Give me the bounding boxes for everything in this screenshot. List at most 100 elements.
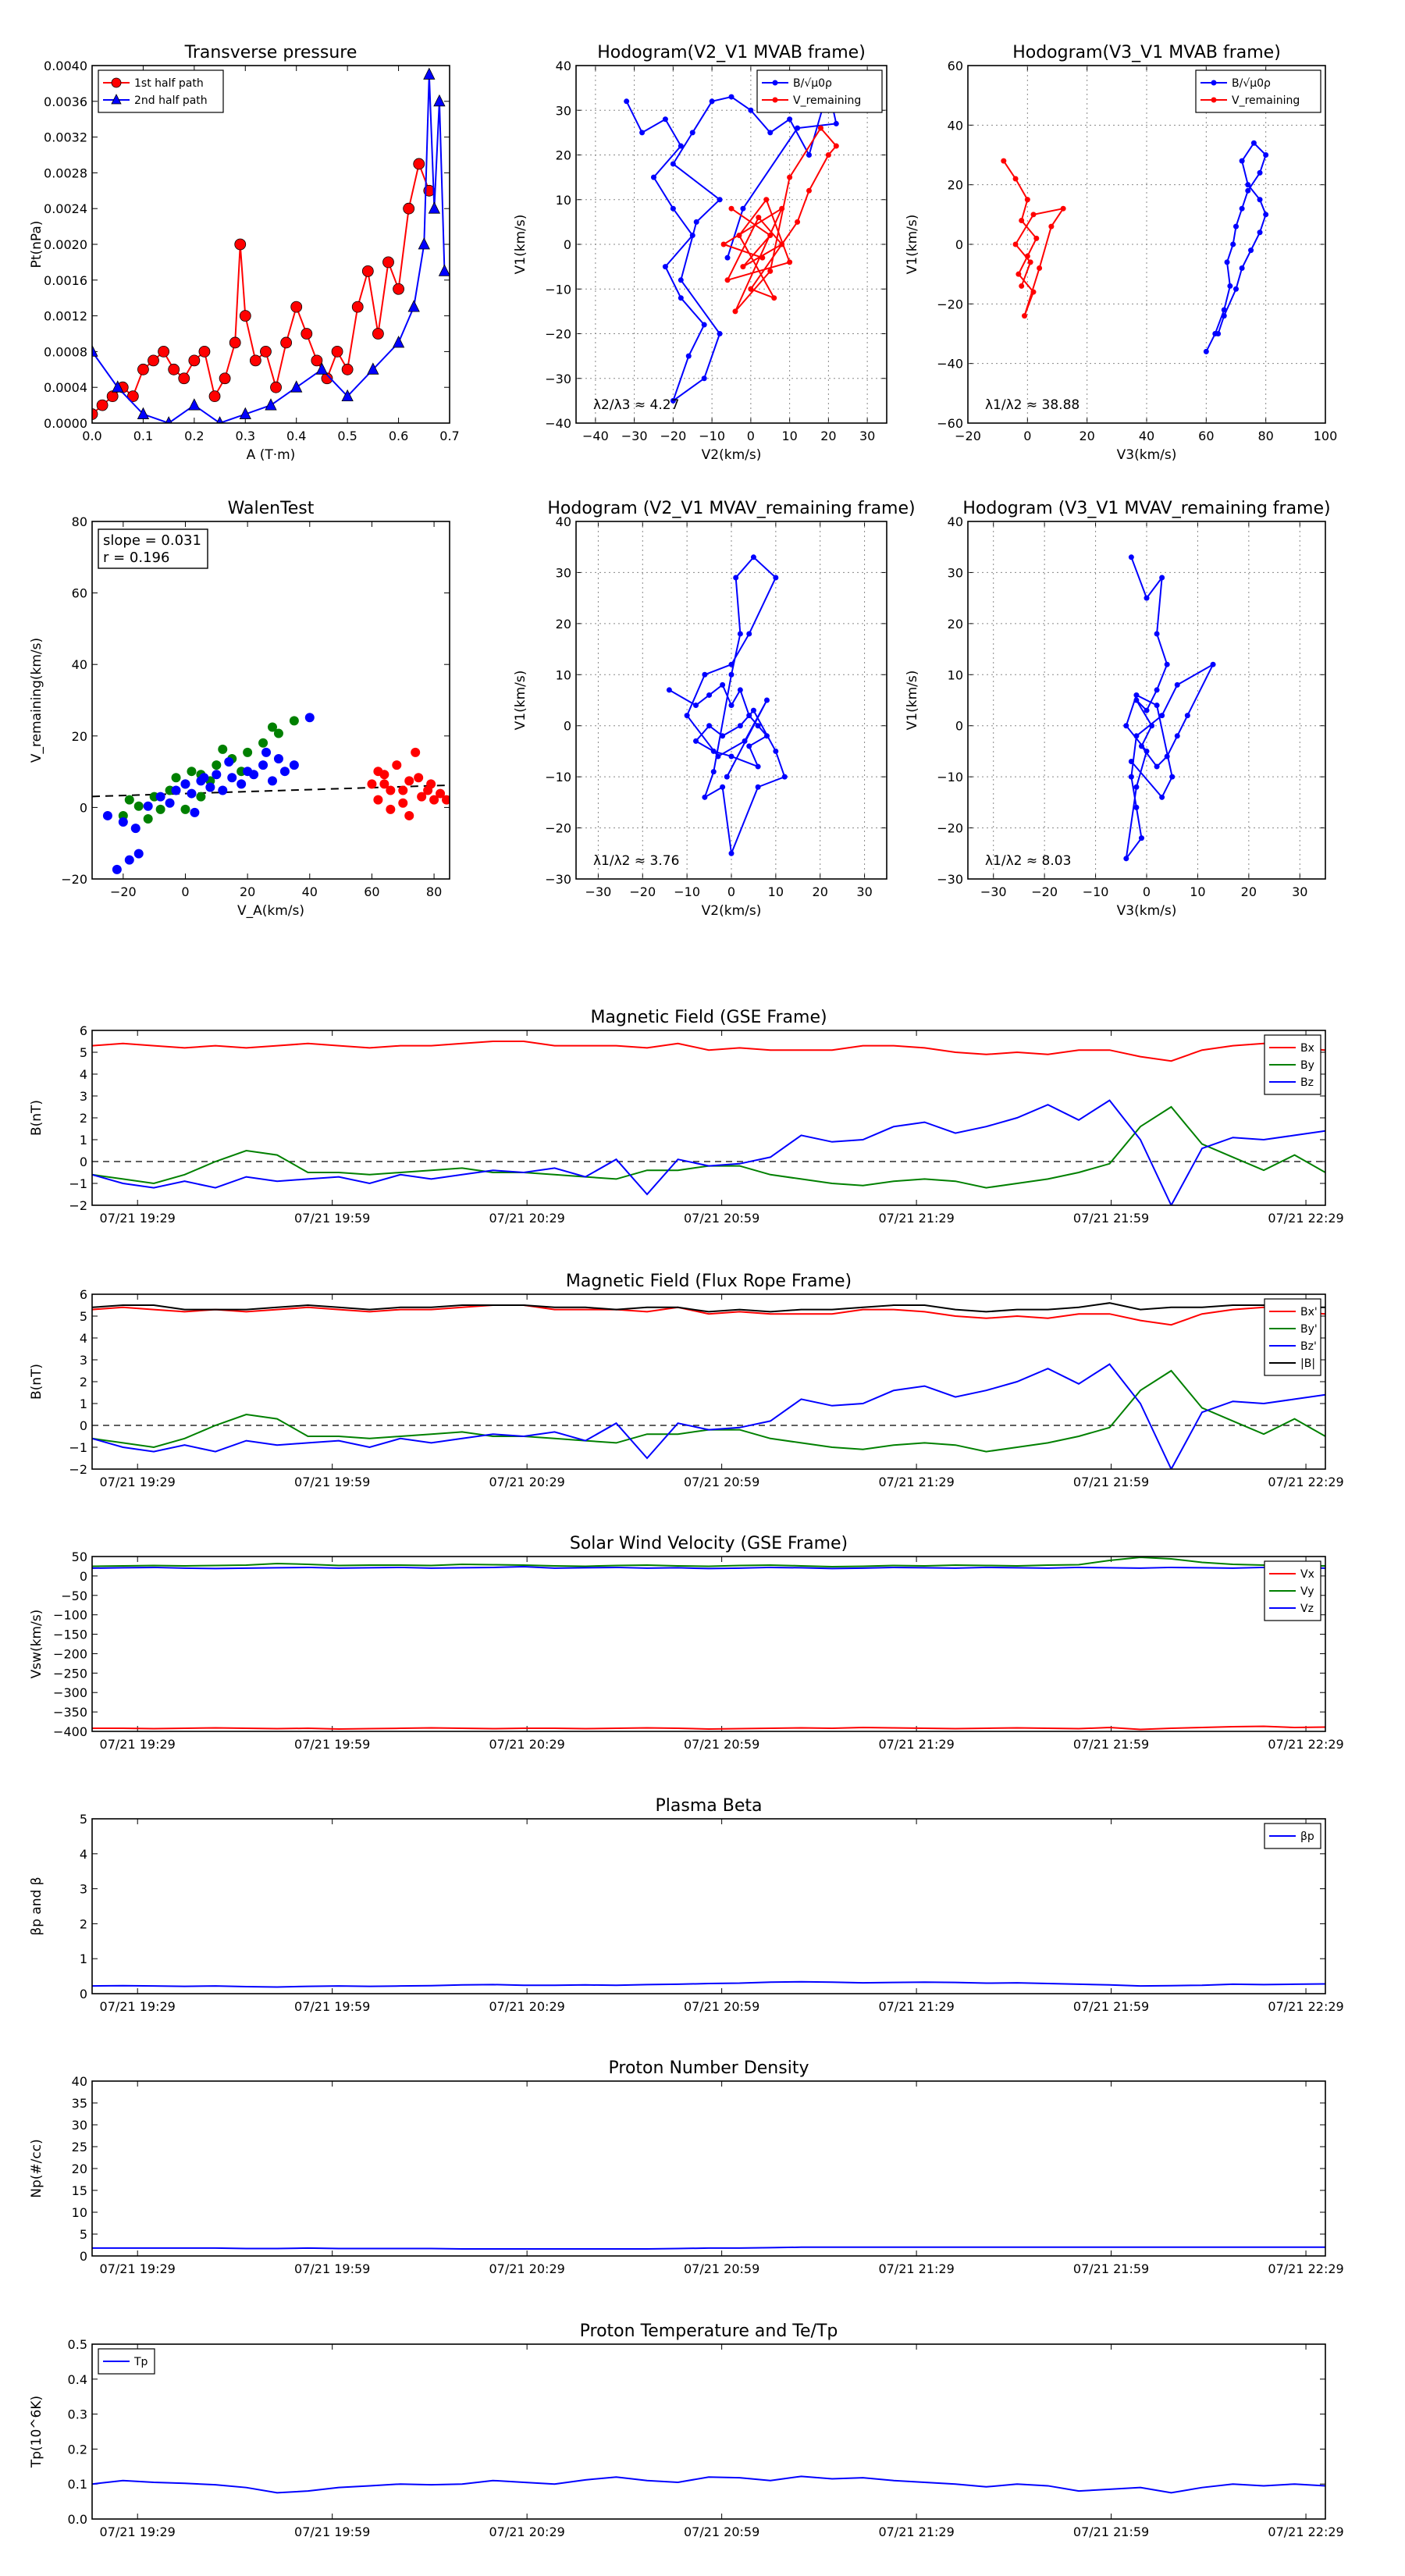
y-tick-label: 2 [80,1111,87,1126]
data-point [787,116,793,123]
y-tick-label: −40 [937,357,963,372]
legend-box [1195,69,1321,113]
data-point [737,631,743,637]
plot-frame [91,1556,1326,1732]
chart-title: Hodogram(V3_V1 MVAB frame) [1012,43,1281,62]
plot-frame [967,65,1326,424]
data-point [413,158,425,170]
legend-box [98,69,224,113]
x-tick-label: −10 [1083,884,1109,899]
data-point [1123,856,1129,862]
chart-panel-8: Magnetic Field (Flux Rope Frame) −2 −1 0 1 2 3… [29,1272,1344,1489]
data-point [1144,707,1150,713]
y-tick-label: 4 [80,1847,87,1862]
x-tick-label: 40 [1139,429,1154,443]
x-tick-label: 0.3 [236,429,255,443]
data-point [112,380,124,393]
y-axis-label: Tp(10^6K) [29,2396,44,2468]
y-axis-label: B(nT) [29,1100,44,1136]
legend-marker [772,97,778,103]
x-tick-label: 07/21 19:29 [100,1211,176,1226]
data-point [779,205,785,212]
data-point [124,795,134,805]
x-tick-label: −30 [621,429,648,443]
data-layer [92,2246,1325,2250]
legend-marker [1211,97,1217,103]
x-tick-label: 30 [859,429,875,443]
data-point [171,773,181,783]
x-tick-label: 07/21 20:29 [489,1475,565,1489]
y-tick-label: 0.0024 [44,201,87,216]
data-point [311,354,323,367]
data-point [1144,748,1150,754]
x-tick-label: −20 [110,884,137,899]
y-tick-label: 0.0016 [44,273,87,288]
data-point [212,760,222,770]
legend-label: Vx [1300,1568,1314,1581]
data-point [407,300,420,312]
data-point [662,264,668,270]
data-point [689,130,695,136]
x-tick-label: 07/21 19:29 [100,1737,176,1752]
y-tick-label: 10 [72,2205,87,2220]
data-point [1154,763,1160,770]
x-tick-label: 07/21 21:29 [878,1737,954,1752]
data-point [1128,774,1134,780]
data-point [1239,158,1245,164]
x-tick-label: 07/21 20:59 [684,2261,759,2276]
data-layer [92,1980,1325,1988]
data-point [763,197,770,203]
y-tick-label: −1 [69,1440,87,1455]
legend-label: |B| [1300,1357,1315,1370]
x-tick-label: 07/21 21:29 [878,1999,954,2014]
x-tick-label: 0 [181,884,189,899]
y-tick-label: 5 [80,1812,87,1827]
chart-title: Transverse pressure [184,43,357,62]
y-tick-label: 4 [80,1067,87,1082]
x-axis-label: V2(km/s) [702,447,762,463]
data-point [693,738,699,744]
data-point [393,283,404,295]
x-tick-label: 0.0 [82,429,101,443]
data-point [279,767,290,777]
data-point [1133,784,1140,790]
data-point [261,747,272,757]
data-point [1250,140,1257,146]
data-point [773,748,779,754]
y-axis-label: V1(km/s) [905,215,920,275]
data-point [1123,723,1129,729]
data-point [678,295,684,301]
x-tick-label: 07/21 19:29 [100,1475,176,1489]
legend-label: βp [1300,1831,1314,1843]
x-tick-label: 07/21 21:29 [878,1475,954,1489]
x-tick-label: 07/21 22:29 [1268,1999,1343,2014]
data-point [693,703,699,709]
y-tick-label: 40 [72,657,87,672]
data-point [165,416,173,423]
chart-title: Hodogram (V2_V1 MVAV_remaining frame) [547,499,915,518]
data-point [817,125,823,131]
y-tick-label: 6 [80,1023,87,1038]
data-point [670,161,676,167]
data-point [404,810,414,820]
data-point [373,767,383,777]
data-point [212,770,222,780]
y-tick-label: 40 [72,2074,87,2089]
data-point [737,723,743,729]
chart-title: Solar Wind Velocity (GSE Frame) [570,1534,848,1553]
y-tick-label: −1 [69,1176,87,1191]
x-tick-label: 20 [1079,429,1094,443]
y-tick-label: −20 [937,821,963,836]
data-point [746,713,752,719]
data-point [693,219,699,225]
legend-label: By [1300,1059,1314,1072]
x-tick-label: 30 [1292,884,1307,899]
plot-frame [91,521,450,880]
data-point [728,94,735,100]
data-layer [92,2475,1325,2494]
data-point [433,94,446,107]
data-point [106,390,119,403]
y-tick-label: 0.2 [68,2442,87,2457]
legend-label: Vy [1300,1585,1314,1598]
data-layer [92,67,450,423]
